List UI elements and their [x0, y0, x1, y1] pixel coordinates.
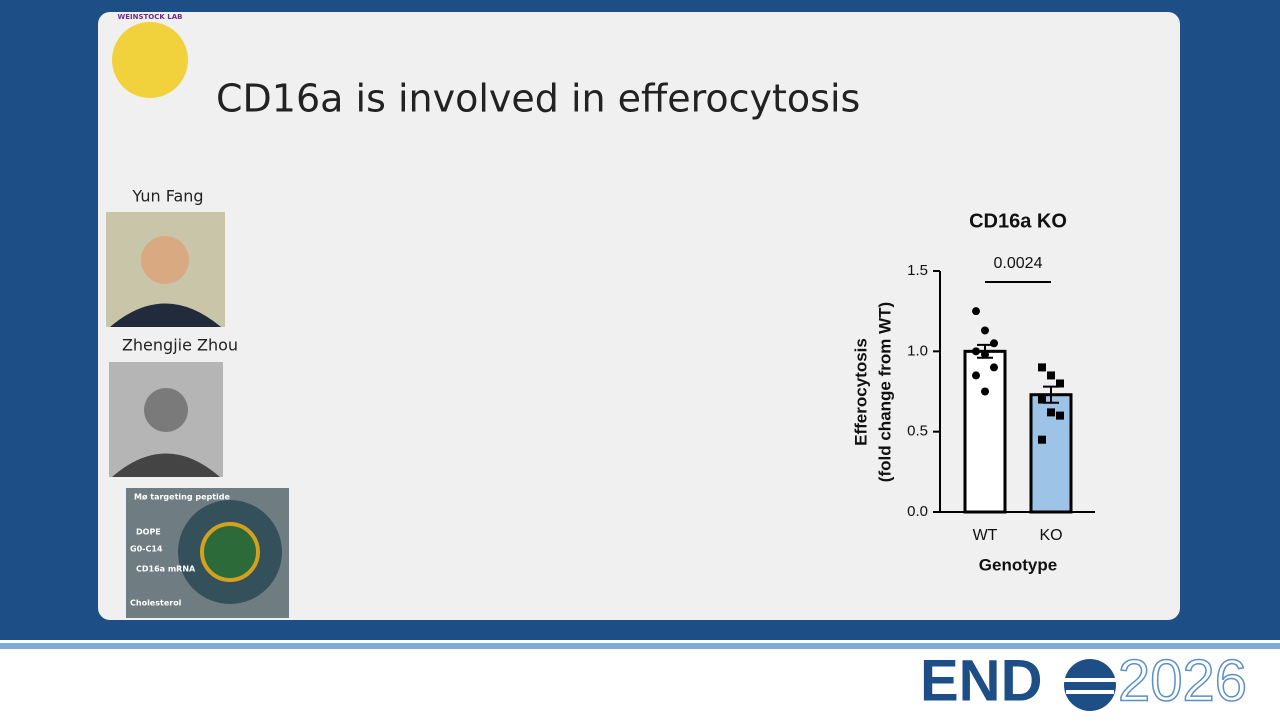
data-point [1047, 371, 1055, 380]
data-point [981, 326, 989, 335]
slide [98, 12, 1180, 620]
person-name: Yun Fang [131, 187, 203, 206]
y-tick-label: 0.5 [907, 423, 928, 440]
nanoparticle-label: DOPE [136, 528, 161, 537]
y-axis-label: Efferocytosis [851, 338, 870, 446]
y-tick-label: 1.0 [907, 342, 928, 359]
slide-title: CD16a is involved in efferocytosis [216, 77, 860, 121]
footer-globe [1064, 659, 1116, 711]
x-tick-label: WT [973, 527, 998, 544]
footer-globe-lines [1064, 678, 1116, 694]
nanoparticle-core [200, 522, 260, 582]
data-point [972, 347, 980, 356]
footer-stripe [0, 643, 1280, 649]
footer-logo-year: 2026 [1118, 648, 1247, 713]
nanoparticle-label: G0-C14 [130, 545, 163, 554]
data-point [1047, 408, 1055, 417]
photo-face [141, 236, 189, 284]
data-point [1038, 435, 1046, 444]
photo-face [144, 388, 188, 432]
x-axis-label: Genotype [979, 555, 1057, 574]
nanoparticle-label: Cholesterol [130, 599, 182, 608]
nanoparticle-label: CD16a mRNA [136, 565, 196, 574]
lab-logo [112, 22, 188, 98]
y-tick-label: 1.5 [907, 262, 928, 279]
data-point [972, 371, 980, 380]
photo-suit [110, 303, 221, 327]
data-point [990, 339, 998, 348]
data-point [990, 363, 998, 372]
y-tick-label: 0.0 [907, 503, 928, 520]
data-point [972, 307, 980, 316]
chart: CD16a KO 0.0 0.5 1.0 1.5 WT KO 0.0024 Genotype Ef… [851, 210, 1095, 574]
nanoparticle-labels: Mø targeting peptide DOPE G0-C14 CD16a mRNA… [130, 493, 231, 608]
data-point [981, 387, 989, 396]
person-name: Zhengjie Zhou [122, 336, 238, 355]
data-point [1056, 411, 1064, 420]
photo-shirt [112, 453, 220, 477]
significance-label: 0.0024 [994, 255, 1043, 272]
data-point [981, 350, 989, 359]
data-point [1056, 379, 1064, 388]
x-tick-label: KO [1039, 527, 1062, 544]
y-axis-label: (fold change from WT) [875, 302, 894, 482]
chart-title: CD16a KO [969, 210, 1067, 232]
lab-logo-text: WEINSTOCK LAB [118, 13, 183, 21]
bar [963, 349, 1007, 514]
data-point [1038, 363, 1046, 372]
footer-logo: END [920, 648, 1042, 713]
nanoparticle-label: Mø targeting peptide [134, 493, 231, 502]
data-point [1038, 395, 1046, 404]
